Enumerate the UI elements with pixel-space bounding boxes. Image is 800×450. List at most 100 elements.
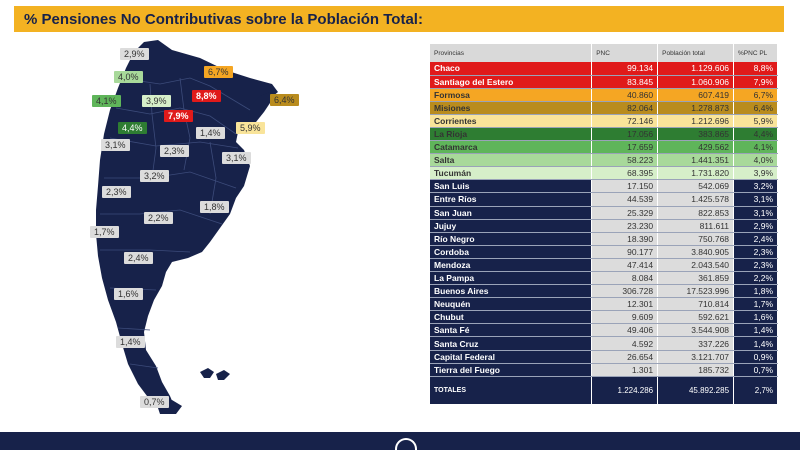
map-label-entre-rios: 3,1% [222,152,251,164]
cell-pnc: 23.230 [591,219,659,233]
table-row: San Juan 25.329 822.853 3,1% [430,206,778,220]
table-row: Chaco 99.134 1.129.606 8,8% [430,62,778,76]
table-row: Mendoza 47.414 2.043.540 2,3% [430,258,778,273]
cell-provincia: Santiago del Estero [430,75,593,89]
totals-pnc: 1.224.286 [591,376,659,405]
cell-pnc: 306.728 [591,284,659,299]
cell-poblacion: 822.853 [657,206,735,220]
column-header-provincias: Provincias [430,44,593,62]
cell-pnc: 4.592 [591,336,659,351]
map-label-jujuy: 2,9% [120,48,149,60]
cell-poblacion: 1.060.906 [657,75,735,89]
cell-pct: 3,1% [733,206,778,220]
cell-provincia: La Pampa [430,271,593,286]
cell-pnc: 40.860 [591,88,659,102]
table-row: Chubut 9.609 592.621 1,6% [430,310,778,325]
cell-poblacion: 592.621 [657,310,735,325]
cell-provincia: Santa Fé [430,323,593,338]
cell-pnc: 47.414 [591,258,659,273]
cell-pct: 2,3% [733,245,778,259]
map-label-rio-negro: 2,4% [124,252,153,264]
cell-poblacion: 1.129.606 [657,62,735,76]
cell-pct: 1,4% [733,323,778,338]
table-row: Misiones 82.064 1.278.873 6,4% [430,101,778,115]
cell-poblacion: 1.425.578 [657,192,735,207]
cell-provincia: Santa Cruz [430,336,593,351]
totals-label: TOTALES [430,376,593,405]
table-row: Río Negro 18.390 750.768 2,4% [430,232,778,246]
table-row: La Pampa 8.084 361.859 2,2% [430,271,778,286]
cell-provincia: Formosa [430,88,593,102]
cell-poblacion: 811.611 [657,219,735,233]
cell-poblacion: 710.814 [657,297,735,312]
cell-provincia: Neuquén [430,297,593,312]
cell-provincia: Entre Ríos [430,192,593,207]
map-label-santa-cruz: 1,4% [116,336,145,348]
cell-poblacion: 542.069 [657,179,735,194]
cell-provincia: Catamarca [430,140,593,155]
map-label-la-pampa: 2,2% [144,212,173,224]
map-label-santa-fe: 1,4% [196,127,225,139]
cell-provincia: Chaco [430,62,593,76]
cell-pnc: 90.177 [591,245,659,259]
cell-pct: 3,2% [733,179,778,194]
cell-pct: 7,9% [733,75,778,89]
cell-provincia: Buenos Aires [430,284,593,299]
cell-pnc: 72.146 [591,114,659,128]
cell-pnc: 83.845 [591,75,659,89]
map-label-chaco: 8,8% [192,90,221,102]
cell-poblacion: 607.419 [657,88,735,102]
map-label-corrientes: 5,9% [236,122,265,134]
cell-poblacion: 3.544.908 [657,323,735,338]
page-title: % Pensiones No Contributivas sobre la Po… [24,10,423,28]
totals-pct: 2,7% [733,376,778,405]
cell-provincia: Jujuy [430,219,593,233]
cell-provincia: La Rioja [430,127,593,142]
footer-logo-icon [395,438,417,450]
cell-poblacion: 361.859 [657,271,735,286]
cell-pnc: 58.223 [591,153,659,168]
title-bar: % Pensiones No Contributivas sobre la Po… [14,6,784,32]
cell-provincia: Río Negro [430,232,593,246]
map-label-mendoza: 2,3% [102,186,131,198]
map-label-san-juan: 3,1% [101,139,130,151]
cell-poblacion: 3.121.707 [657,350,735,364]
map-label-santiago: 7,9% [164,110,193,122]
cell-pnc: 49.406 [591,323,659,338]
totals-row: TOTALES 1.224.286 45.892.285 2,7% [430,376,778,405]
column-header-pct: %PNC PL [733,44,778,62]
cell-provincia: Tierra del Fuego [430,363,593,377]
column-header-pnc: PNC [591,44,659,62]
table-row: Santa Fé 49.406 3.544.908 1,4% [430,323,778,338]
map-label-neuquen: 1,7% [90,226,119,238]
cell-poblacion: 1.731.820 [657,166,735,181]
pnc-table: Provincias PNC Población total %PNC PL C… [430,44,778,405]
cell-pct: 1,6% [733,310,778,325]
cell-pct: 5,9% [733,114,778,128]
map-label-formosa: 6,7% [204,66,233,78]
table-row: Catamarca 17.659 429.562 4,1% [430,140,778,155]
table-row: La Rioja 17.056 383.865 4,4% [430,127,778,142]
cell-poblacion: 750.768 [657,232,735,246]
cell-pnc: 44.539 [591,192,659,207]
cell-pnc: 99.134 [591,62,659,76]
cell-pnc: 82.064 [591,101,659,115]
map-label-catamarca: 4,1% [92,95,121,107]
table-row: Entre Ríos 44.539 1.425.578 3,1% [430,192,778,207]
table-row: Corrientes 72.146 1.212.696 5,9% [430,114,778,128]
cell-pnc: 17.150 [591,179,659,194]
cell-pct: 2,9% [733,219,778,233]
country-outline [96,40,278,410]
table-row: Capital Federal 26.654 3.121.707 0,9% [430,350,778,364]
cell-provincia: Tucumán [430,166,593,181]
cell-poblacion: 185.732 [657,363,735,377]
table-row: Jujuy 23.230 811.611 2,9% [430,219,778,233]
table-row: Santa Cruz 4.592 337.226 1,4% [430,336,778,351]
map-label-buenos-aires: 1,8% [200,201,229,213]
cell-poblacion: 2.043.540 [657,258,735,273]
map-label-chubut: 1,6% [114,288,143,300]
malvinas-islands [200,368,230,380]
cell-pnc: 17.659 [591,140,659,155]
cell-pct: 2,3% [733,258,778,273]
cell-pct: 0,9% [733,350,778,364]
